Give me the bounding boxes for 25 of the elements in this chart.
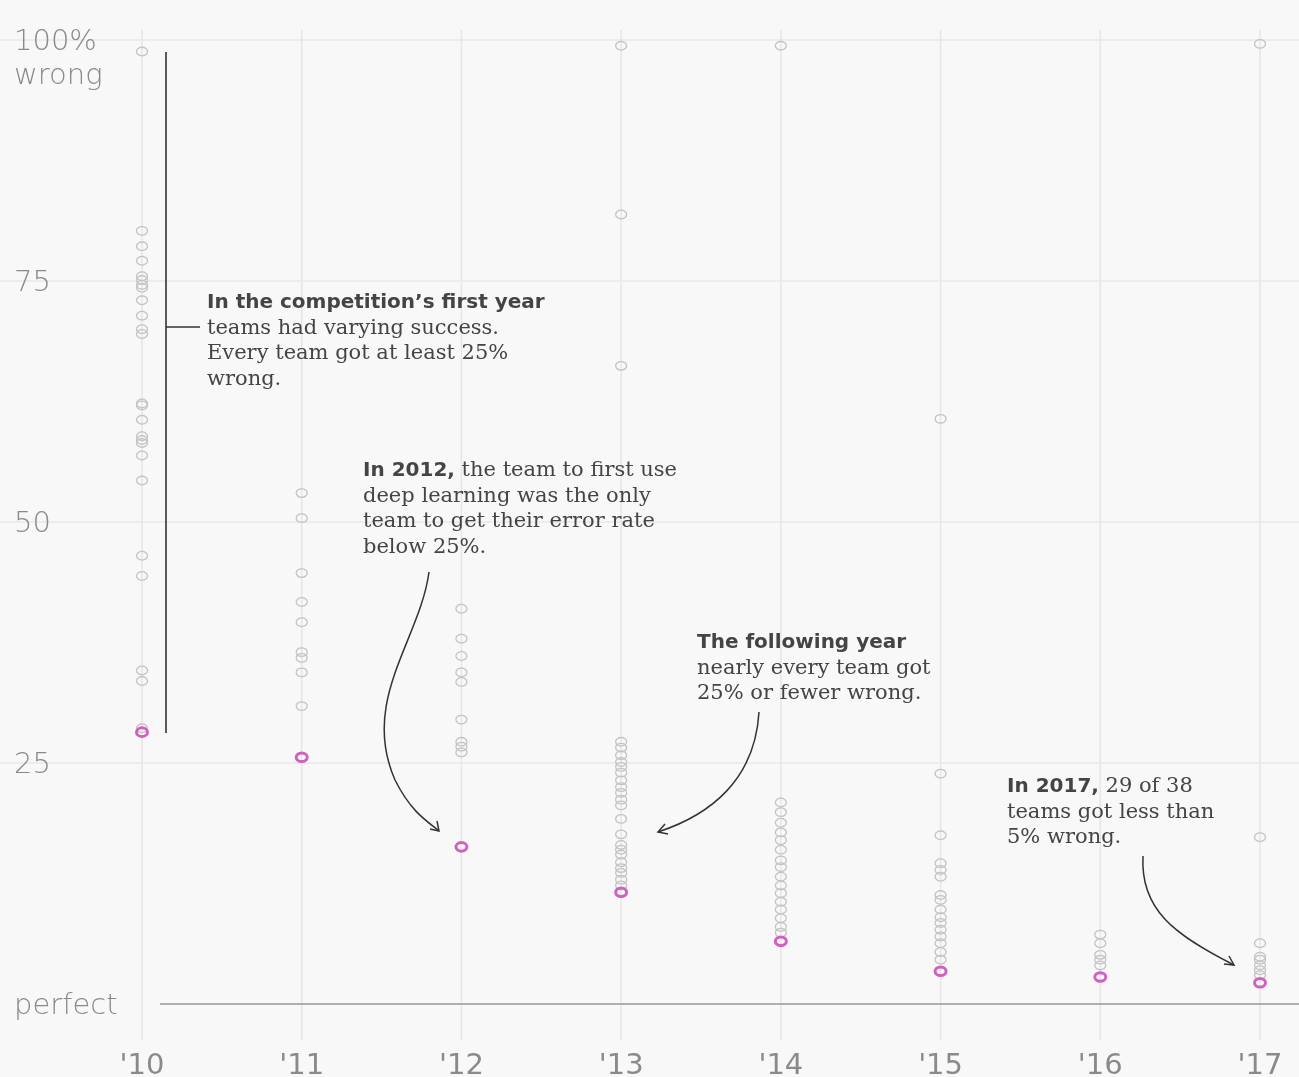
y-tick-label: 75 — [14, 264, 51, 298]
x-tick-label: '11 — [279, 1047, 325, 1077]
annotation: In 2017, 29 of 38 teams got less than 5% wrong. — [1007, 773, 1215, 848]
x-tick-label: '16 — [1077, 1047, 1123, 1077]
point — [135, 726, 149, 738]
y-tick-label: perfect — [14, 987, 118, 1021]
x-tick-label: '12 — [438, 1047, 484, 1077]
annotation: In 2012, the team to first use deep learning was the only team to get their error rate below 25%. — [363, 457, 678, 558]
annotation: The following year nearly every team got 25% or fewer wrong. — [697, 629, 932, 704]
x-tick-label: '17 — [1237, 1047, 1283, 1077]
point — [1253, 976, 1267, 989]
x-tick-label: '14 — [758, 1047, 804, 1077]
y-tick-label: 50 — [14, 505, 51, 539]
point — [454, 841, 469, 853]
point — [294, 751, 309, 764]
point — [933, 965, 948, 978]
point — [614, 886, 629, 898]
point — [773, 935, 788, 948]
y-tick-label: 100% wrong — [14, 23, 103, 91]
x-tick-label: '15 — [918, 1047, 964, 1077]
point — [1093, 971, 1108, 983]
x-tick-label: '13 — [598, 1047, 644, 1077]
annotation: In the competition’s first year teams had varying success. Every team got at least 25% wrong. — [207, 289, 545, 390]
x-tick-label: '10 — [119, 1047, 165, 1077]
y-tick-label: 25 — [14, 746, 51, 780]
